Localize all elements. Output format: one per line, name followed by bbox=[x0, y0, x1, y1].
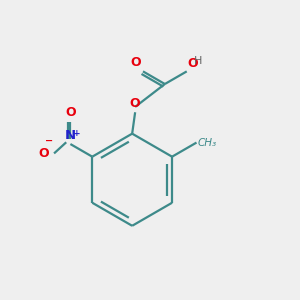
Text: −: − bbox=[45, 136, 53, 146]
Text: O: O bbox=[38, 147, 49, 160]
Text: H: H bbox=[194, 56, 202, 66]
Text: O: O bbox=[130, 97, 140, 110]
Text: O: O bbox=[187, 57, 198, 70]
Text: O: O bbox=[130, 56, 141, 69]
Text: O: O bbox=[65, 106, 76, 119]
Text: N: N bbox=[65, 129, 76, 142]
Text: +: + bbox=[73, 128, 80, 137]
Text: CH₃: CH₃ bbox=[198, 138, 217, 148]
